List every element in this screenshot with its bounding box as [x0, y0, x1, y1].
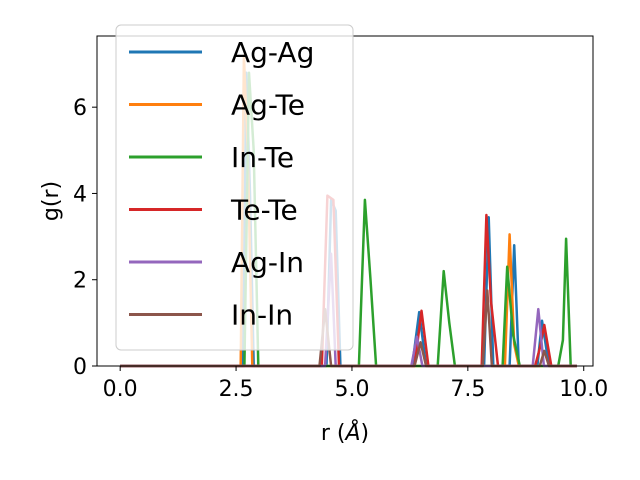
- x-axis-label: r (Å): [321, 419, 369, 446]
- x-tick-label: 2.5: [219, 377, 254, 402]
- y-tick-label: 6: [73, 96, 87, 121]
- legend-label: Ag-Te: [231, 89, 305, 122]
- x-tick-label: 7.5: [450, 377, 485, 402]
- y-axis: 0 2 4 6: [73, 96, 97, 380]
- x-tick-label: 5.0: [334, 377, 369, 402]
- y-axis-label: g(r): [39, 181, 64, 221]
- x-tick-label: 0.0: [103, 377, 138, 402]
- y-tick-label: 2: [73, 269, 87, 294]
- legend-label: Te-Te: [230, 194, 298, 227]
- x-axis: 0.0 2.5 5.0 7.5 10.0: [103, 366, 608, 402]
- legend-label: In-Te: [231, 141, 294, 174]
- y-tick-label: 0: [73, 355, 87, 380]
- legend: Ag-Ag Ag-Te In-Te Te-Te Ag-In In-In: [115, 24, 354, 351]
- y-tick-label: 4: [73, 182, 87, 207]
- legend-label: Ag-Ag: [231, 36, 314, 69]
- legend-label: In-In: [231, 299, 293, 332]
- x-tick-label: 10.0: [559, 377, 608, 402]
- legend-label: Ag-In: [231, 246, 304, 279]
- legend-box: [115, 24, 354, 351]
